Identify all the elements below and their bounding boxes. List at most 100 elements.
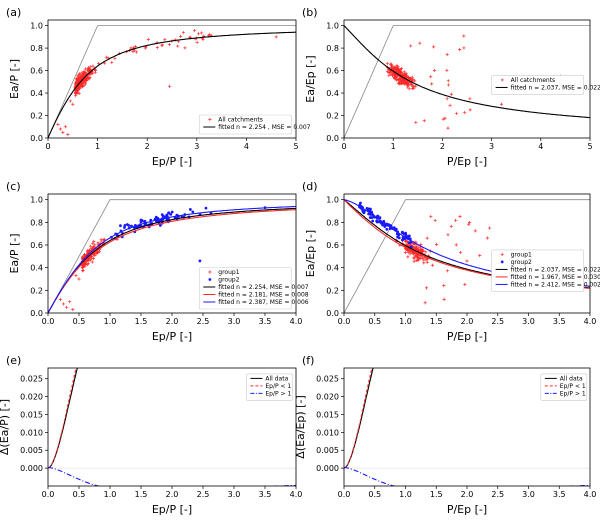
- scatter-point: [90, 260, 94, 264]
- scatter-point: [93, 69, 98, 73]
- scatter-point: [201, 37, 205, 42]
- legend-label: fitted n = 1.967, MSE = 0.030: [511, 274, 600, 281]
- x-tick-label: 3.0: [522, 317, 535, 326]
- x-tick-label: 3.5: [553, 317, 566, 326]
- scatter-point: [96, 61, 101, 66]
- y-tick-label: 0.0: [326, 134, 339, 143]
- scatter-point: [468, 97, 472, 101]
- scatter-point: [102, 237, 106, 241]
- scatter-point: [429, 75, 433, 79]
- scatter-point: [140, 219, 144, 223]
- panel-c: (c) 0.0 0.5 1.0 1.5 2.0 2.5 3.0 3.5 4.0 0.0 0.2 0.4 0…: [6, 180, 309, 343]
- scatter-point: [422, 119, 426, 123]
- scatter-point: [56, 122, 60, 127]
- y-tick-label: 1.0: [326, 196, 339, 205]
- legend-box: [198, 114, 292, 135]
- scatter-point: [274, 35, 278, 39]
- scatter-point: [82, 70, 86, 74]
- x-tick-label: 3: [489, 142, 494, 151]
- scatter-point: [435, 242, 439, 247]
- scatter-point: [91, 64, 95, 68]
- plot-area: [48, 25, 296, 138]
- scatter-point: [58, 297, 62, 301]
- scatter-point: [123, 224, 127, 227]
- legend-box: [491, 75, 584, 95]
- limit-line: [344, 25, 590, 138]
- scatter-point: [387, 74, 391, 78]
- y-tick-label: 0.0: [30, 309, 43, 318]
- scatter-point: [458, 250, 463, 255]
- scatter-point: [77, 277, 81, 281]
- scatter-point: [63, 125, 67, 129]
- scatter-point: [399, 66, 404, 71]
- x-tick-label: 2.5: [197, 317, 210, 326]
- scatter-point: [429, 214, 433, 219]
- scatter-point: [87, 67, 92, 71]
- scatter-point: [385, 61, 389, 66]
- scatter-point: [424, 250, 428, 254]
- y-tick-label: 0.005: [316, 446, 339, 455]
- scatter-point: [143, 219, 147, 223]
- scatter-point: [404, 73, 409, 77]
- scatter-point: [119, 224, 122, 228]
- scatter-point: [74, 88, 78, 92]
- scatter-point: [446, 79, 450, 83]
- scatter-point: [410, 78, 414, 82]
- legend-label: group2: [218, 277, 239, 284]
- x-tick-label: 0.5: [73, 490, 86, 499]
- scatter-point: [103, 61, 107, 65]
- scatter-series: [58, 237, 119, 312]
- y-tick-label: 0.2: [326, 286, 339, 295]
- legend-label: All catchments: [511, 77, 556, 84]
- scatter-point: [445, 68, 449, 73]
- x-tick-label: 4: [538, 142, 543, 151]
- y-axis-label: Ea/Ep [-]: [304, 230, 317, 277]
- scatter-point: [422, 261, 426, 265]
- legend-box: [246, 373, 293, 401]
- y-axis-label: Ea/Ep [-]: [304, 55, 317, 102]
- scatter-point: [406, 255, 410, 259]
- x-tick-label: 1: [95, 142, 100, 151]
- scatter-point: [154, 215, 158, 219]
- scatter-point: [406, 83, 411, 87]
- scatter-point: [89, 256, 94, 260]
- scatter-point: [414, 84, 418, 88]
- scatter-point: [88, 75, 92, 80]
- scatter-point: [465, 259, 469, 263]
- legend-label: fitted n = 2.037, MSE = 0.022: [511, 267, 600, 274]
- legend-label: Ep/P < 1: [560, 383, 586, 390]
- y-tick-label: 0.6: [30, 67, 43, 76]
- panel-label: (b): [302, 6, 318, 19]
- scatter-point: [195, 40, 199, 44]
- y-tick-label: 0.8: [326, 218, 339, 227]
- scatter-point: [92, 239, 96, 244]
- scatter-point: [445, 269, 450, 273]
- scatter-point: [68, 300, 72, 304]
- legend-label: All data: [560, 376, 583, 383]
- scatter-point: [396, 69, 401, 73]
- y-tick-label: 1.0: [326, 22, 339, 31]
- scatter-point: [407, 251, 411, 255]
- x-axis-label: P/Ep [-]: [447, 330, 487, 343]
- scatter-point: [96, 241, 100, 245]
- scatter-point: [433, 218, 437, 223]
- plot-area: [344, 368, 590, 486]
- scatter-point: [473, 229, 477, 233]
- scatter-point: [61, 302, 66, 306]
- scatter-point: [74, 94, 78, 98]
- legend-marker: [500, 78, 504, 82]
- scatter-point: [370, 216, 374, 219]
- x-tick-label: 0: [341, 142, 346, 151]
- legend-label: Ep/P > 1: [560, 391, 586, 398]
- scatter-point: [407, 87, 411, 91]
- scatter-point: [76, 76, 80, 80]
- scatter-point: [412, 246, 416, 250]
- y-tick-label: 0.8: [30, 44, 43, 53]
- scatter-point: [478, 253, 482, 258]
- scatter-point: [204, 206, 208, 210]
- scatter-point: [442, 297, 446, 301]
- scatter-point: [402, 70, 406, 74]
- scatter-point: [84, 78, 89, 82]
- y-tick-label: 0.0: [30, 134, 43, 143]
- scatter-point: [409, 245, 413, 249]
